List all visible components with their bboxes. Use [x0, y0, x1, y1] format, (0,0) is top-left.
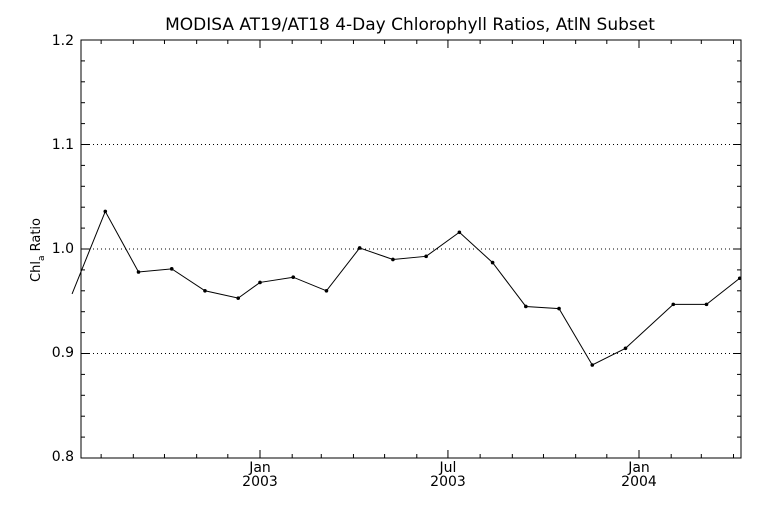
data-point [103, 209, 108, 214]
x-tick-month: Jan [627, 460, 650, 476]
x-tick-year: 2004 [621, 474, 657, 490]
plot-frame [80, 39, 742, 459]
y-tick-label: 0.9 [52, 345, 74, 361]
data-point [357, 246, 362, 250]
y-tick-label: 1.1 [52, 137, 74, 153]
data-point [457, 230, 462, 235]
data-point [203, 289, 207, 293]
x-tick-month: Jul [439, 460, 457, 476]
data-point [258, 280, 262, 285]
x-tick-month: Jan [248, 460, 271, 476]
data-point [623, 346, 628, 351]
data-point [169, 267, 174, 271]
data-point [424, 254, 428, 259]
y-tick-label: 1.2 [52, 33, 74, 49]
data-point [136, 270, 141, 274]
x-tick-year: 2003 [430, 474, 466, 490]
data-point [704, 302, 709, 307]
y-tick-label: 1.0 [52, 241, 74, 257]
grid-lines [81, 144, 741, 354]
y-axis-label: Chla Ratio [29, 218, 47, 282]
data-point [291, 275, 296, 280]
data-point [236, 296, 240, 300]
y-axis-label-rest: Ratio [29, 218, 44, 256]
axis-ticks [81, 39, 741, 459]
series-line [71, 210, 741, 366]
data-point [590, 363, 595, 367]
data-point [671, 302, 676, 307]
y-tick-labels: 0.8 0.9 1.0 1.1 1.2 [52, 33, 74, 465]
y-tick-label: 0.8 [52, 449, 74, 465]
data-point [524, 304, 528, 309]
y-axis-label-main: Chl [29, 261, 44, 282]
data-point [391, 257, 395, 262]
chart-title: MODISA AT19/AT18 4-Day Chlorophyll Ratio… [165, 15, 655, 35]
data-point [324, 289, 329, 293]
data-point [490, 260, 495, 265]
series-ratio [71, 209, 742, 367]
x-tick-year: 2003 [242, 474, 278, 490]
data-point [557, 306, 561, 311]
x-tick-labels: Jan 2003 Jul 2003 Jan 2004 [242, 460, 657, 490]
y-axis-label-sub: a [37, 256, 47, 262]
